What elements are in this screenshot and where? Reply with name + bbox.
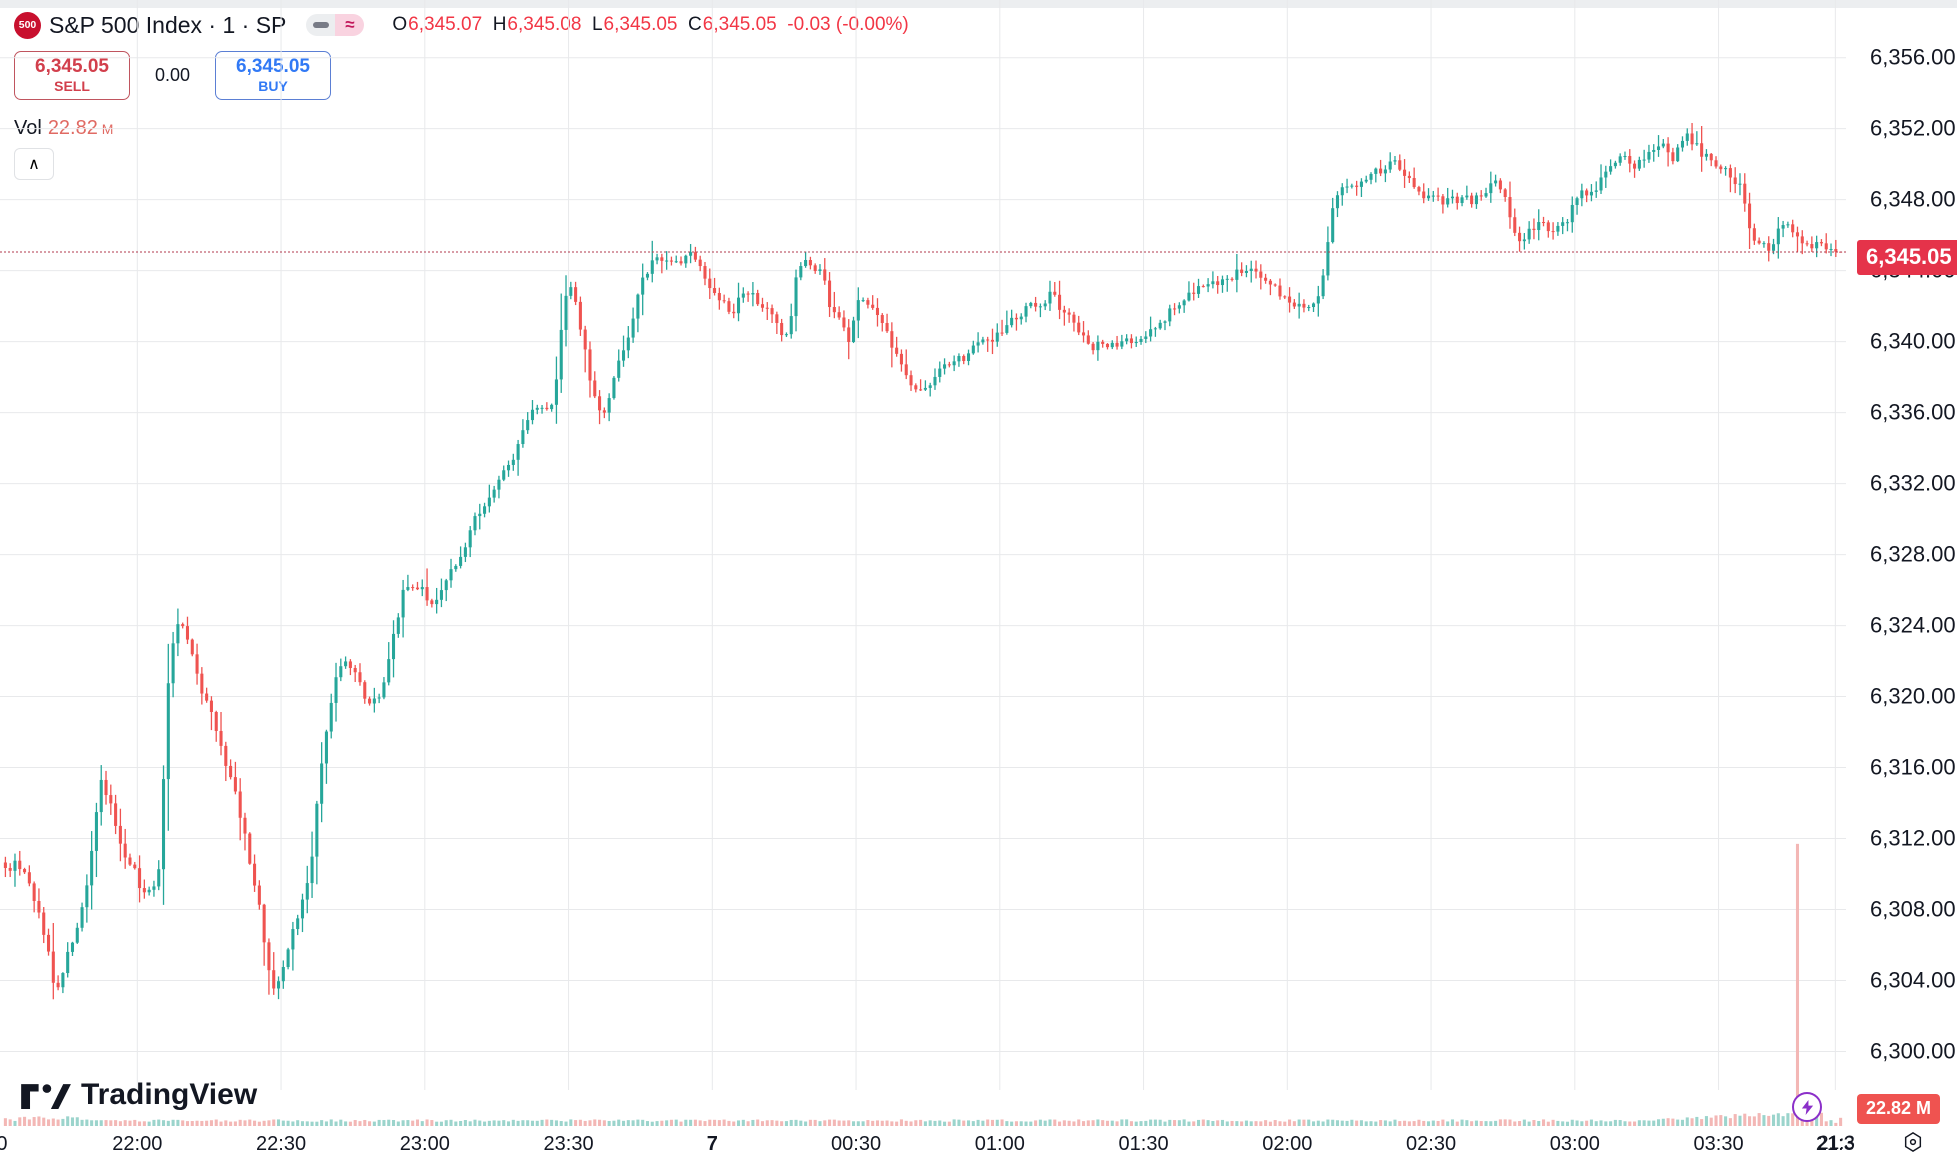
svg-text:6,308.00: 6,308.00 [1870,897,1956,922]
svg-text:6,320.00: 6,320.00 [1870,684,1956,709]
svg-text:22:00: 22:00 [112,1133,162,1155]
svg-text:6,352.00: 6,352.00 [1870,116,1956,141]
svg-text:6,312.00: 6,312.00 [1870,826,1956,851]
svg-text:00:30: 00:30 [831,1133,881,1155]
svg-text:6,328.00: 6,328.00 [1870,542,1956,567]
svg-text::30: :30 [0,1133,7,1155]
svg-text:01:00: 01:00 [975,1133,1025,1155]
svg-text:02:30: 02:30 [1406,1133,1456,1155]
svg-text:22:30: 22:30 [256,1133,306,1155]
svg-text:03:30: 03:30 [1694,1133,1744,1155]
svg-text:6,336.00: 6,336.00 [1870,400,1956,425]
svg-text:6,300.00: 6,300.00 [1870,1038,1956,1063]
svg-text:6,340.00: 6,340.00 [1870,329,1956,354]
svg-text:7: 7 [707,1133,718,1155]
svg-text:6,324.00: 6,324.00 [1870,613,1956,638]
svg-text:6,348.00: 6,348.00 [1870,187,1956,212]
svg-text:6,316.00: 6,316.00 [1870,755,1956,780]
svg-text:6,304.00: 6,304.00 [1870,967,1956,992]
svg-text:23:00: 23:00 [400,1133,450,1155]
svg-text:23:30: 23:30 [544,1133,594,1155]
svg-text:6,356.00: 6,356.00 [1870,45,1956,70]
svg-text:6,332.00: 6,332.00 [1870,471,1956,496]
svg-text:02:00: 02:00 [1262,1133,1312,1155]
svg-text:01:30: 01:30 [1119,1133,1169,1155]
svg-text:03:00: 03:00 [1550,1133,1600,1155]
